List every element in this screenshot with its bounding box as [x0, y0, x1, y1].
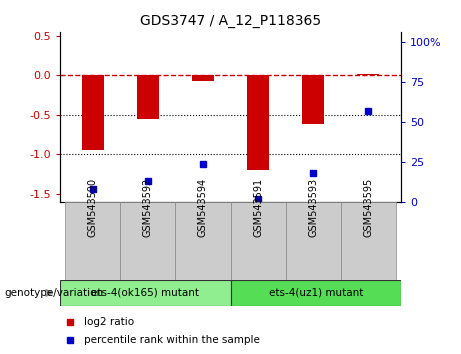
Text: GSM543592: GSM543592: [143, 178, 153, 237]
Bar: [285, 202, 341, 280]
Text: log2 ratio: log2 ratio: [84, 316, 134, 327]
Bar: [302, 75, 324, 124]
Bar: [120, 202, 176, 280]
Bar: [357, 74, 379, 75]
Bar: [176, 202, 230, 280]
Bar: [341, 202, 396, 280]
Text: ets-4(uz1) mutant: ets-4(uz1) mutant: [269, 288, 363, 298]
Text: GSM543594: GSM543594: [198, 178, 208, 237]
Bar: [65, 202, 120, 280]
Bar: [137, 75, 159, 119]
Bar: [247, 75, 269, 170]
Bar: [230, 280, 401, 306]
Bar: [82, 75, 104, 150]
Text: GSM543590: GSM543590: [88, 178, 98, 237]
Text: genotype/variation: genotype/variation: [5, 288, 104, 298]
Bar: [230, 202, 285, 280]
Title: GDS3747 / A_12_P118365: GDS3747 / A_12_P118365: [140, 14, 321, 28]
Text: GSM543595: GSM543595: [363, 178, 373, 237]
Text: GSM543593: GSM543593: [308, 178, 318, 237]
Text: ets-4(ok165) mutant: ets-4(ok165) mutant: [91, 288, 199, 298]
Bar: [192, 75, 214, 81]
Text: GSM543591: GSM543591: [253, 178, 263, 237]
Text: percentile rank within the sample: percentile rank within the sample: [84, 335, 260, 346]
Bar: [60, 280, 230, 306]
